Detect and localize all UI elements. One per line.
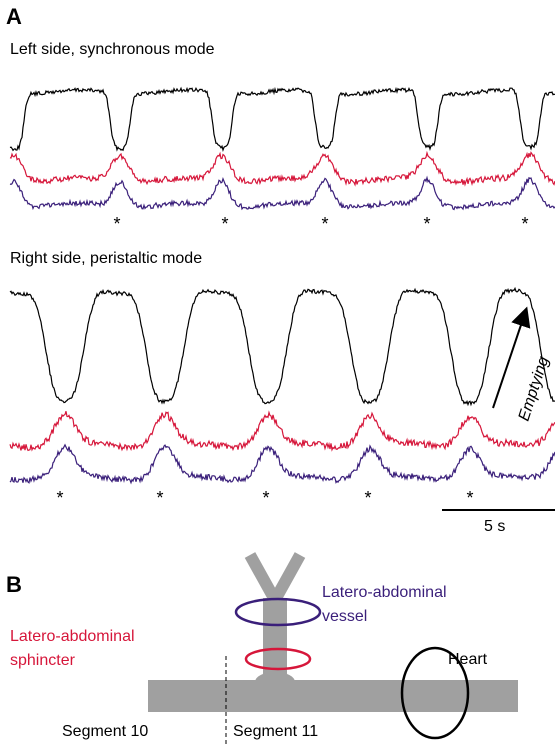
trace [9, 286, 555, 407]
marker: * [156, 488, 163, 508]
trace [9, 443, 555, 485]
traces [9, 86, 555, 485]
vessel-ring [234, 597, 322, 627]
marker: * [221, 214, 228, 234]
arrow [492, 306, 531, 409]
segment-label: Segment 11 [233, 723, 318, 740]
sphincter-ring [244, 647, 312, 671]
trace [9, 150, 555, 187]
trace [9, 410, 555, 452]
marker: * [321, 214, 328, 234]
annotation: Emptying [516, 354, 553, 423]
vessel-label: Latero-abdominal [322, 584, 447, 601]
heart [400, 646, 470, 740]
body [148, 680, 518, 712]
marker: * [423, 214, 430, 234]
sphincter-label: Latero-abdominal [10, 628, 135, 645]
marker: * [364, 488, 371, 508]
sphincter-label: sphincter [10, 652, 76, 669]
vessel-branch [244, 552, 306, 613]
panel-label: B [6, 572, 22, 597]
trace [9, 86, 555, 152]
scale-label: 5 s [484, 518, 505, 535]
marker: * [262, 488, 269, 508]
marker: * [56, 488, 63, 508]
panel-label: A [6, 4, 22, 29]
marker: * [521, 214, 528, 234]
heart-label: Heart [448, 651, 488, 668]
trace-title: Left side, synchronous mode [10, 41, 215, 58]
segment-label: Segment 10 [62, 723, 148, 740]
trace-title: Right side, peristaltic mode [10, 250, 202, 267]
marker: * [113, 214, 120, 234]
trace [9, 175, 555, 211]
vessel-label: vessel [322, 608, 367, 625]
marker: * [466, 488, 473, 508]
